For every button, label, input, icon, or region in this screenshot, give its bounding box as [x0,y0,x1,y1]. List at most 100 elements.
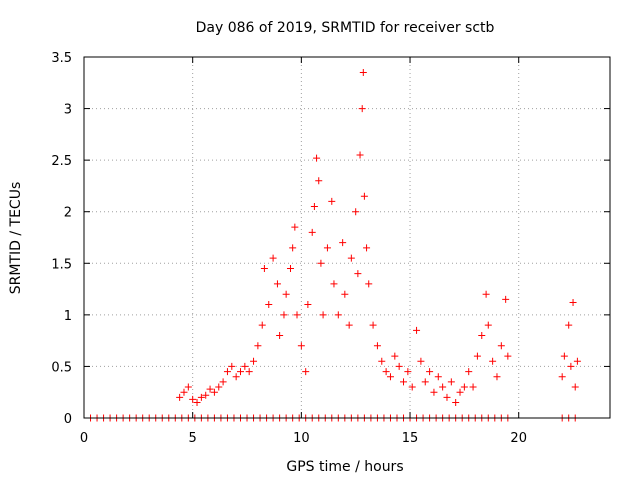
data-point [356,151,364,159]
data-point [443,393,451,401]
data-point [382,368,390,376]
data-point [469,383,477,391]
data-point [184,383,192,391]
x-tick-label: 5 [189,431,197,446]
data-point [373,342,381,350]
data-point [319,311,327,319]
data-point [489,357,497,365]
ticks-layer: 0 5 10 15 20 0 0.5 1 1.5 2 2.5 3 3.5 [51,51,610,446]
data-point [365,280,373,288]
data-point [417,357,425,365]
data-point [317,259,325,267]
data-point [282,290,290,298]
data-point [215,383,223,391]
data-point [439,383,447,391]
data-point [323,244,331,252]
y-tick-label: 0.5 [51,360,72,375]
data-point [228,362,236,370]
data-point [223,368,231,376]
y-tick-label: 2.5 [51,154,72,169]
plot-frame [83,56,611,419]
data-point [254,342,262,350]
data-point [197,393,205,401]
data-point [473,352,481,360]
y-tick-label: 3 [64,103,72,118]
data-point [478,331,486,339]
data-point [567,362,575,370]
data-point [202,391,210,399]
data-point [560,352,568,360]
data-point [339,239,347,247]
data-point [206,385,214,393]
data-point [330,280,338,288]
data-point [430,388,438,396]
data-point [502,295,510,303]
data-point [347,254,355,262]
data-point [260,264,268,272]
data-point [273,280,281,288]
data-point [358,105,366,113]
data-point [421,378,429,386]
data-point [386,373,394,381]
data-point [452,399,460,407]
data-point [236,368,244,376]
data-point [245,368,253,376]
data-point [408,383,416,391]
y-tick-label: 1.5 [51,257,72,272]
chart-title: Day 086 of 2019, SRMTID for receiver sct… [196,20,495,36]
data-point [193,399,201,407]
data-point [395,362,403,370]
data-point [313,154,321,162]
data-point [484,321,492,329]
x-tick-label: 15 [402,431,419,446]
data-point [447,378,455,386]
data-point [571,383,579,391]
data-point [360,192,368,200]
data-point [265,301,273,309]
y-tick-label: 0 [64,412,72,427]
data-point [434,373,442,381]
data-point [482,290,490,298]
y-tick-label: 3.5 [51,51,72,66]
data-point [378,357,386,365]
data-point [276,331,284,339]
data-point [497,342,505,350]
data-point [291,223,299,231]
data-point [176,393,184,401]
data-point [250,357,258,365]
data-point [504,352,512,360]
grid-layer [84,57,610,418]
data-point [363,244,371,252]
data-point [334,311,342,319]
data-point [189,395,197,403]
data-point [565,321,573,329]
data-point [308,228,316,236]
data-point [354,270,362,278]
x-tick-label: 20 [510,431,527,446]
data-point [391,352,399,360]
data-point [328,197,336,205]
data-point [180,388,188,396]
data-point [310,203,318,211]
data-point [352,208,360,216]
x-axis-label: GPS time / hours [286,459,403,475]
data-point [241,362,249,370]
data-point [413,326,421,334]
data-point [359,68,367,76]
y-tick-label: 2 [64,206,72,221]
points-layer [87,68,581,422]
data-point [269,254,277,262]
data-point [369,321,377,329]
data-point [345,321,353,329]
x-tick-label: 0 [80,431,88,446]
data-point [558,373,566,381]
data-point [258,321,266,329]
data-point [460,383,468,391]
data-point [465,368,473,376]
data-point [456,388,464,396]
data-point [289,244,297,252]
data-point [286,264,294,272]
data-point [573,357,581,365]
data-point [426,368,434,376]
